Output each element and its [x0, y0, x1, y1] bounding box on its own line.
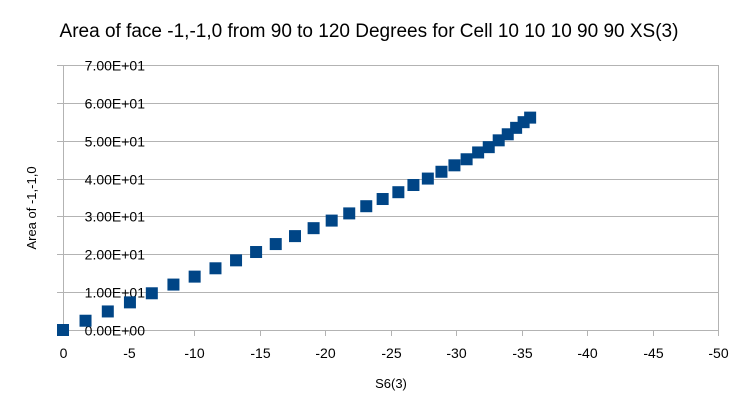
data-point [482, 141, 495, 154]
y-tick-label: 1.00E+01 [85, 285, 146, 301]
x-tick-label: -10 [184, 345, 204, 361]
x-tick-label: -40 [577, 345, 597, 361]
x-tick-label: -35 [512, 345, 532, 361]
y-tick-label: 3.00E+01 [85, 209, 146, 225]
x-tick-label: -25 [381, 345, 401, 361]
data-point [421, 172, 434, 185]
axes [63, 65, 719, 336]
chart-title: Area of face -1,-1,0 from 90 to 120 Degr… [60, 21, 679, 42]
x-tick-label: -30 [446, 345, 466, 361]
y-tick-label: 2.00E+01 [85, 247, 146, 263]
x-tick-label: -5 [123, 345, 136, 361]
data-point [79, 314, 92, 327]
data-point [448, 159, 461, 172]
data-point [123, 296, 136, 309]
data-point [524, 111, 537, 124]
data-point [392, 186, 405, 199]
y-tick-label: 7.00E+01 [85, 58, 146, 74]
x-axis-label: S6(3) [375, 376, 407, 391]
data-point [343, 207, 356, 220]
x-tick-label: 0 [60, 345, 68, 361]
data-point [230, 254, 243, 267]
data-series [57, 111, 537, 336]
data-point [167, 278, 180, 291]
data-point [376, 193, 389, 206]
x-tick-label: -15 [250, 345, 270, 361]
data-point [188, 270, 201, 283]
x-tick-label: -45 [643, 345, 663, 361]
data-point [101, 305, 114, 318]
y-tick-label: 4.00E+01 [85, 172, 146, 188]
data-point [269, 238, 282, 251]
y-tick-label: 6.00E+01 [85, 96, 146, 112]
data-point [460, 153, 473, 166]
y-axis-label: Area of -1,-1,0 [24, 166, 39, 249]
data-point [360, 200, 373, 213]
x-tick-label: -50 [708, 345, 728, 361]
grid [57, 65, 718, 331]
data-point [407, 179, 420, 192]
data-point [325, 214, 338, 227]
data-point [250, 246, 263, 259]
data-point [209, 262, 222, 275]
data-point [289, 230, 302, 243]
x-tick-label: -20 [315, 345, 335, 361]
tick-labels: 0.00E+00 1.00E+01 2.00E+01 3.00E+01 4.00E+01… [60, 58, 729, 362]
data-point [145, 287, 158, 300]
y-tick-label: 5.00E+01 [85, 134, 146, 150]
data-point [472, 146, 485, 159]
y-tick-label: 0.00E+00 [85, 323, 146, 339]
data-point [492, 134, 505, 147]
data-point [57, 324, 69, 336]
data-point [517, 116, 530, 129]
data-point [435, 165, 448, 178]
data-point [307, 222, 320, 235]
